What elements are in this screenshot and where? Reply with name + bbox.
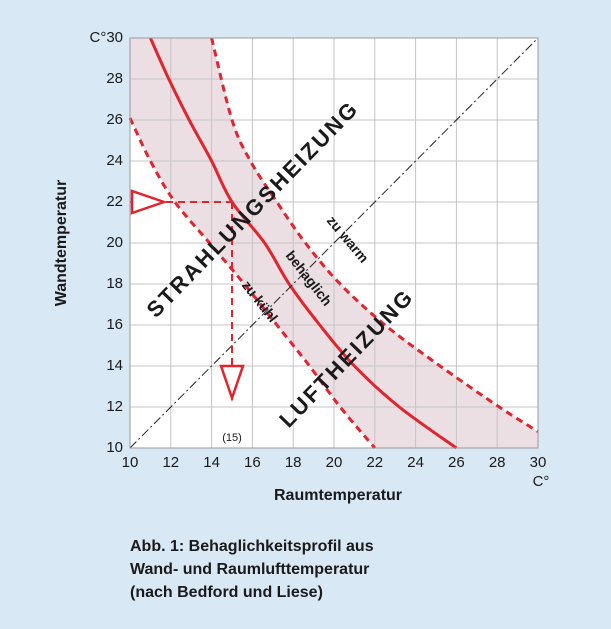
x-axis-title: Raumtemperatur: [274, 487, 402, 504]
x-tick-label: 10: [122, 454, 139, 471]
y-tick-label: 20: [106, 234, 123, 251]
diagonal-line: [129, 37, 539, 449]
y-tick-label: 12: [106, 398, 123, 415]
x-tick-label: 26: [448, 454, 465, 471]
x-tick-label: 28: [489, 454, 506, 471]
x-tick-label: 16: [244, 454, 261, 471]
y-tick-label: 22: [106, 193, 123, 210]
y-tick-label: 16: [106, 316, 123, 333]
x-unit: C°: [533, 473, 550, 490]
caption-line: (nach Bedford und Liese): [130, 584, 323, 601]
reading-label: (15): [222, 432, 242, 444]
x-tick-label: 24: [407, 454, 424, 471]
x-tick-label: 30: [530, 454, 547, 471]
caption-line: Abb. 1: Behaglichkeitsprofil aus: [130, 538, 374, 555]
curve: [210, 37, 539, 433]
x-tick-label: 12: [162, 454, 179, 471]
y-tick-label: 14: [106, 357, 123, 374]
y-tick-label: 10: [106, 439, 123, 456]
y-tick-label: 26: [106, 111, 123, 128]
marker-triangle: [130, 189, 168, 215]
x-tick-label: 22: [366, 454, 383, 471]
x-tick-label: 18: [285, 454, 302, 471]
plot-border: [129, 37, 539, 449]
curve: [149, 37, 458, 450]
comfort-band: [130, 38, 538, 448]
y-tick-label: 24: [106, 152, 123, 169]
marker-triangle: [219, 364, 245, 402]
curve: [128, 117, 376, 449]
y-tick-label: C°30: [89, 29, 123, 46]
y-tick-label: 28: [106, 70, 123, 87]
caption-line: Wand- und Raumlufttemperatur: [130, 561, 369, 578]
x-tick-label: 14: [203, 454, 220, 471]
y-axis-title: Wandtemperatur: [53, 180, 70, 307]
y-tick-label: 18: [106, 275, 123, 292]
x-tick-label: 20: [326, 454, 343, 471]
